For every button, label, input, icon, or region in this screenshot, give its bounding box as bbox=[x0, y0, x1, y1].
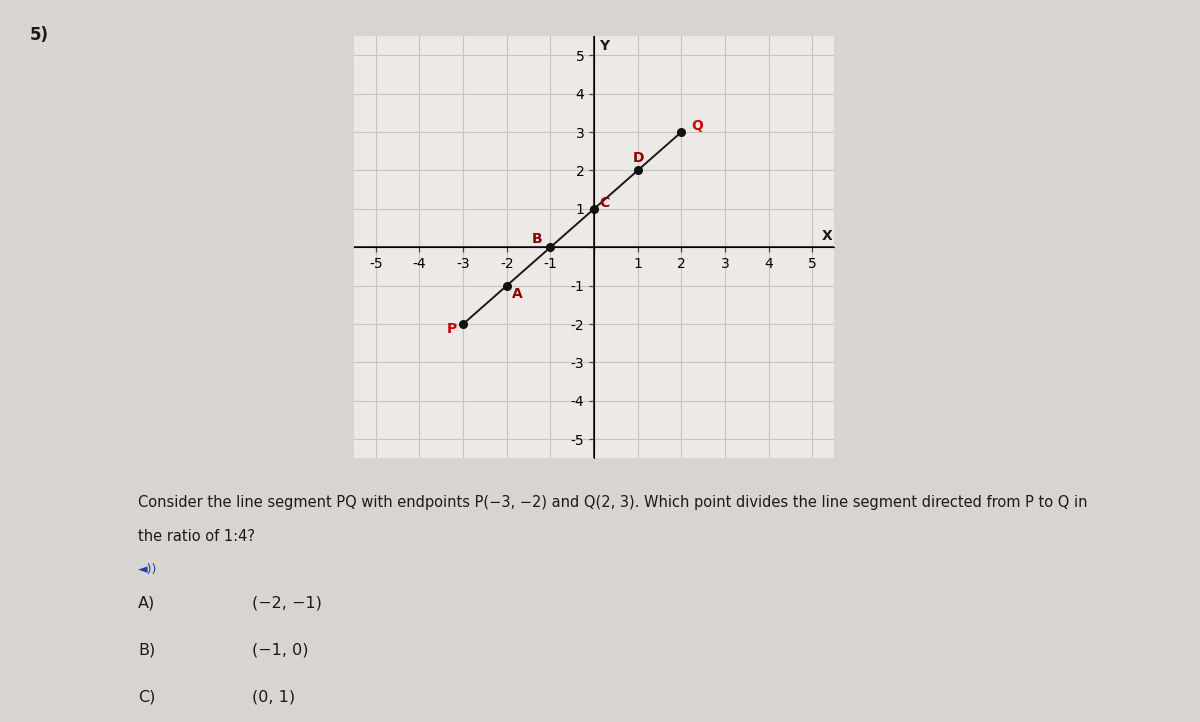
Text: Consider the line segment PQ with endpoints P(−3, −2) and Q(2, 3). Which point d: Consider the line segment PQ with endpoi… bbox=[138, 495, 1087, 510]
Text: (−1, 0): (−1, 0) bbox=[252, 643, 308, 658]
Text: D: D bbox=[632, 151, 644, 165]
Text: B): B) bbox=[138, 643, 155, 658]
Text: (−2, −1): (−2, −1) bbox=[252, 596, 322, 611]
Text: C): C) bbox=[138, 690, 155, 705]
Text: A): A) bbox=[138, 596, 155, 611]
Text: the ratio of 1:4?: the ratio of 1:4? bbox=[138, 529, 256, 544]
Text: 5): 5) bbox=[30, 26, 49, 44]
Text: Q: Q bbox=[691, 119, 703, 133]
Text: Y: Y bbox=[599, 39, 610, 53]
Text: B: B bbox=[532, 232, 542, 245]
Text: A: A bbox=[512, 287, 523, 301]
Text: P: P bbox=[446, 321, 457, 336]
Text: X: X bbox=[822, 229, 833, 243]
Text: (0, 1): (0, 1) bbox=[252, 690, 295, 705]
Text: C: C bbox=[599, 196, 610, 210]
Text: ◄)): ◄)) bbox=[138, 563, 157, 576]
